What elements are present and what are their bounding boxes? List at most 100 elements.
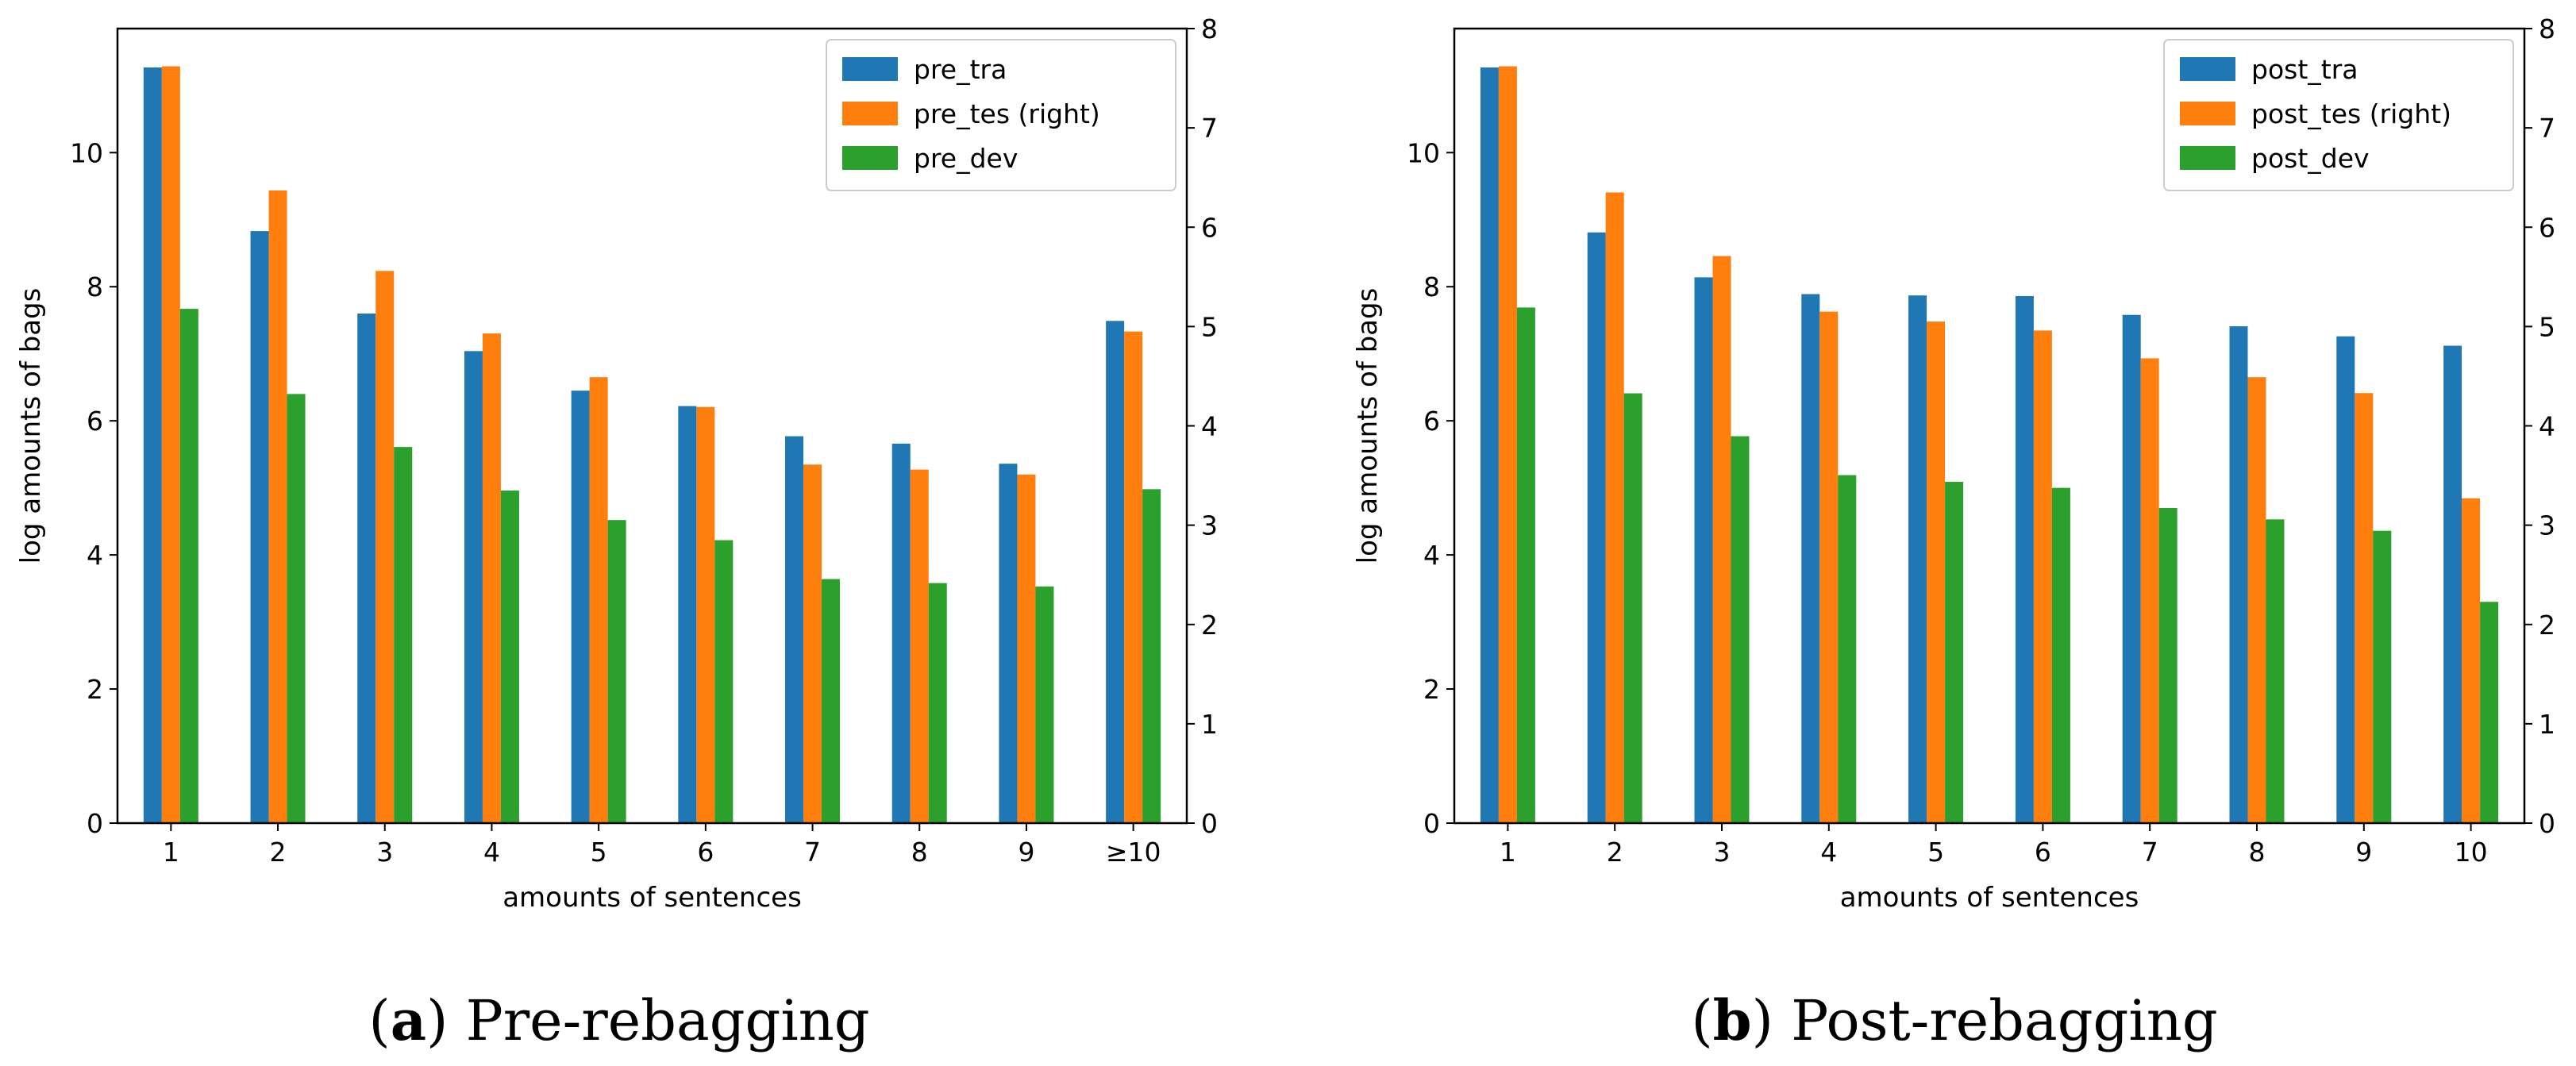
bar-dev-5 (2051, 487, 2070, 823)
bar-dev-3 (500, 491, 519, 823)
bar-dev-9 (1142, 489, 1161, 823)
bar-tra-8 (999, 464, 1018, 823)
bar-dev-2 (1731, 436, 1750, 823)
bar-tra-0 (1480, 67, 1499, 824)
y-right-tick-label-8: 8 (1201, 13, 1218, 44)
y-right-tick-label-6: 6 (2539, 212, 2555, 243)
chart-panel-a: 0 2 4 6 8 10 0 1 2 3 4 5 6 7 8 1 2 3 4 5 6 7 8 9 ≥10 amounts of s… (15, 13, 1218, 1053)
x-axis-title: amounts of sentences (1840, 882, 2139, 914)
bar-tra-1 (1587, 232, 1606, 823)
y-left-tick-label-5: 10 (70, 137, 103, 168)
legend-label-dev: pre_dev (914, 143, 1018, 174)
legend: post_tra post_tes (right) post_dev (2163, 39, 2514, 191)
x-axis-title: amounts of sentences (502, 882, 802, 914)
bar-dev-6 (822, 579, 841, 823)
y-right-tick-label-1: 1 (1201, 709, 1218, 740)
y-left-tick-label-2: 4 (87, 540, 103, 571)
bar-dev-3 (1838, 475, 1857, 823)
bar-tra-9 (2443, 345, 2462, 823)
y-right-tick-label-7: 7 (2539, 113, 2555, 144)
bar-tes-2 (375, 271, 395, 823)
caption-text: Post-rebagging (1791, 988, 2217, 1053)
bar-tes-7 (2247, 377, 2266, 824)
bar-tes-4 (589, 377, 608, 824)
y-left-tick-label-3: 6 (87, 406, 103, 437)
y-right-tick-label-0: 0 (2539, 808, 2555, 839)
x-tick-label-4: 5 (591, 837, 607, 868)
y-right-tick-label-7: 7 (1201, 113, 1218, 144)
caption-letter: a (391, 987, 426, 1053)
x-tick-label-1: 2 (270, 837, 287, 868)
bar-tes-9 (2462, 498, 2481, 823)
legend-label-dev: post_dev (2251, 143, 2370, 174)
x-tick-label-7: 8 (2249, 837, 2266, 868)
x-tick-label-6: 7 (804, 837, 821, 868)
bar-tra-4 (571, 391, 590, 824)
caption-paren-close: ) (1752, 988, 1792, 1053)
y-axis-title: log amounts of bags (1352, 288, 1384, 564)
legend-swatch-dev (2180, 146, 2235, 170)
y-left-tick-label-5: 10 (1407, 137, 1440, 168)
x-tick-label-5: 6 (697, 837, 714, 868)
bar-tes-1 (268, 190, 287, 824)
x-tick-label-6: 7 (2142, 837, 2158, 868)
y-right-tick-label-3: 3 (1201, 510, 1218, 541)
chart-panel-b: 0 2 4 6 8 10 0 1 2 3 4 5 6 7 8 1 2 3 4 5 6 7 8 9 10 amounts of se… (1352, 13, 2555, 1053)
bar-dev-8 (1035, 586, 1054, 823)
bar-tra-2 (357, 314, 376, 824)
caption-text: Pre-rebagging (466, 988, 870, 1053)
bar-tes-1 (1605, 192, 1624, 824)
bar-tra-4 (1908, 295, 1927, 824)
x-tick-label-3: 4 (1820, 837, 1837, 868)
y-left-tick-label-1: 2 (1423, 674, 1440, 705)
bar-tes-3 (482, 333, 501, 823)
x-tick-label-9: ≥10 (1106, 837, 1161, 868)
x-tick-label-5: 6 (2035, 837, 2051, 868)
y-left-tick-label-2: 4 (1423, 540, 1440, 571)
bar-dev-5 (714, 540, 734, 823)
legend-swatch-dev (842, 146, 898, 170)
y-left-tick-label-3: 6 (1423, 406, 1440, 437)
y-right-tick-label-8: 8 (2539, 13, 2555, 44)
y-right-tick-label-4: 4 (2539, 411, 2555, 442)
bar-tes-9 (1124, 331, 1143, 824)
legend-swatch-tes (842, 102, 898, 125)
bar-dev-8 (2373, 530, 2392, 823)
y-right-tick-label-2: 2 (2539, 610, 2555, 641)
x-tick-label-8: 9 (2355, 837, 2372, 868)
bar-tes-8 (1017, 474, 1036, 823)
bar-tes-5 (696, 406, 715, 823)
bar-tra-6 (785, 436, 804, 823)
panel-caption: (b) Post-rebagging (1691, 987, 2217, 1053)
bar-tra-8 (2336, 336, 2355, 823)
caption-paren-close: ) (426, 988, 466, 1053)
bar-tra-5 (2015, 296, 2034, 824)
bar-dev-1 (287, 394, 306, 824)
bar-tra-3 (464, 351, 483, 823)
y-left-tick-label-0: 0 (87, 808, 103, 839)
legend-box (826, 39, 1176, 191)
legend-label-tes: post_tes (right) (2251, 98, 2451, 129)
bar-tes-6 (2140, 358, 2159, 823)
bar-tes-7 (910, 469, 929, 823)
bar-tra-3 (1801, 294, 1820, 824)
y-right-tick-label-3: 3 (2539, 510, 2555, 541)
legend-swatch-tra (842, 57, 898, 81)
caption-letter: b (1713, 987, 1752, 1053)
legend-label-tra: pre_tra (914, 54, 1007, 85)
y-left-tick-label-1: 2 (87, 674, 103, 705)
x-tick-label-2: 3 (1714, 837, 1731, 868)
bar-dev-7 (928, 583, 947, 823)
bar-tes-4 (1927, 321, 1946, 823)
y-axis-title: log amounts of bags (15, 288, 47, 564)
bar-dev-6 (2158, 507, 2177, 823)
legend-label-tra: post_tra (2251, 54, 2358, 85)
x-tick-label-0: 1 (163, 837, 179, 868)
legend: pre_tra pre_tes (right) pre_dev (826, 39, 1176, 191)
bar-tra-1 (250, 231, 269, 823)
bar-dev-0 (1516, 307, 1535, 824)
y-right-tick-label-1: 1 (2539, 709, 2555, 740)
bar-dev-1 (1623, 393, 1642, 824)
x-tick-label-4: 5 (1927, 837, 1944, 868)
